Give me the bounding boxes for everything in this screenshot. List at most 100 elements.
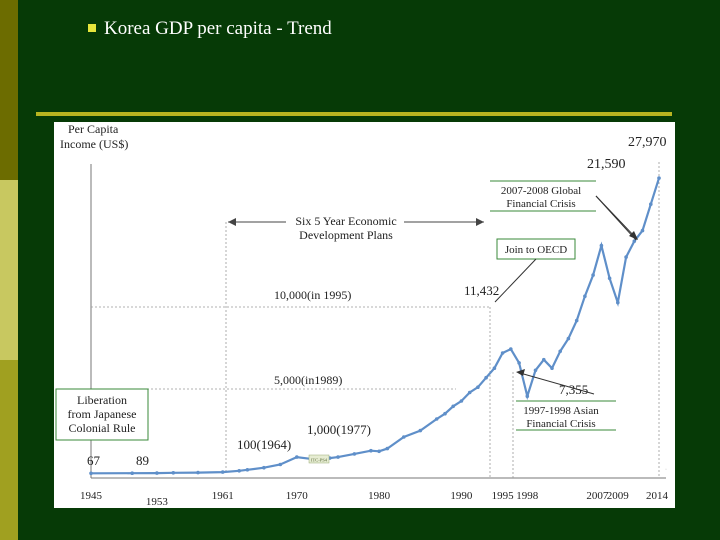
data-point-1975 xyxy=(336,455,340,459)
data-point-1985 xyxy=(418,428,423,433)
data-point-2010 xyxy=(624,255,628,259)
data-point-2002 xyxy=(558,349,562,354)
y-axis-label-line-2: Income (US$) xyxy=(60,137,128,151)
x-tick-1990: 1990 xyxy=(450,490,473,502)
data-point-1963 xyxy=(237,469,241,473)
data-point-1979 xyxy=(369,448,373,453)
liberation-line-3: Colonial Rule xyxy=(69,421,136,435)
ref-label-5000: 5,000(in1989) xyxy=(274,373,342,387)
accent-stripe-top xyxy=(0,0,18,180)
x-tick-1953: 1953 xyxy=(146,496,169,508)
data-point-1988 xyxy=(443,411,447,416)
data-point-2007 xyxy=(599,243,604,248)
oecd-label: Join to OECD xyxy=(505,244,567,256)
afc-arrowhead xyxy=(516,369,525,376)
x-tick-2007: 2007 xyxy=(586,490,609,502)
plans-span-arrowhead-left xyxy=(228,218,236,226)
plans-label-bg xyxy=(286,212,404,240)
data-point-1983 xyxy=(402,435,406,439)
data-point-1945 xyxy=(89,471,93,476)
data-point-1991 xyxy=(467,390,472,395)
value-label-1964: 100(1964) xyxy=(237,437,291,452)
x-tick-1961: 1961 xyxy=(212,490,234,502)
gdp-chart: Per Capita Income (US$) Six 5 Year Econo… xyxy=(54,122,675,508)
data-point-1989 xyxy=(451,404,456,409)
data-point-1961 xyxy=(220,470,225,474)
value-label-1945: 67 xyxy=(87,453,101,468)
ref-label-10000: 10,000(in 1995) xyxy=(274,288,351,302)
value-label-1953: 89 xyxy=(136,453,149,468)
slide-title-text: Korea GDP per capita - Trend xyxy=(104,18,332,39)
data-point-1953 xyxy=(155,471,159,475)
data-point-2012 xyxy=(640,228,645,233)
data-point-1990 xyxy=(459,399,464,403)
x-tick-1998: 1998 xyxy=(516,490,539,502)
data-point-1992 xyxy=(476,385,480,390)
data-point-1955 xyxy=(171,471,176,475)
afc-label-line-1: 1997-1998 Asian xyxy=(523,405,599,417)
data-point-1964 xyxy=(245,468,250,472)
data-point-2014 xyxy=(657,176,661,180)
plans-label-line-2: Development Plans xyxy=(299,228,393,242)
title-divider xyxy=(36,112,672,116)
data-point-2008 xyxy=(607,276,612,281)
bullet-icon xyxy=(88,23,96,32)
data-point-1981 xyxy=(385,446,390,451)
stamp-box xyxy=(308,454,330,464)
data-point-1980 xyxy=(377,449,381,454)
x-tick-2014: 2014 xyxy=(646,490,669,502)
liberation-line-1: Liberation xyxy=(77,393,127,407)
data-point-1993 xyxy=(484,375,488,380)
data-point-1968 xyxy=(278,462,283,467)
data-point-1966 xyxy=(262,465,266,470)
gdp-chart-svg: Per Capita Income (US$) Six 5 Year Econo… xyxy=(55,122,669,508)
x-tick-1995: 1995 xyxy=(492,490,514,502)
value-label-1977: 1,000(1977) xyxy=(307,422,371,437)
data-point-1977 xyxy=(352,452,357,456)
plans-span-arrowhead-right xyxy=(476,218,484,226)
accent-stripe-bottom xyxy=(0,360,18,540)
liberation-line-2: from Japanese xyxy=(68,407,137,421)
gdp-series-line xyxy=(90,177,661,475)
x-tick-labels: 1945 1953 1961 1970 1980 1990 1995 1998 20072009… xyxy=(80,490,669,508)
data-point-1998 xyxy=(525,394,530,399)
slide-title: Korea GDP per capita - Trend xyxy=(88,18,332,40)
data-point-1958 xyxy=(196,470,200,475)
stamp-text: ITC-PS4 xyxy=(311,458,328,463)
gdp-series-points xyxy=(89,176,661,476)
plans-label-line-1: Six 5 Year Economic xyxy=(295,214,396,228)
gfc-arrow-line xyxy=(595,195,637,241)
data-point-2004 xyxy=(574,318,579,323)
x-tick-2009: 2009 xyxy=(607,490,630,502)
value-label-2007: 21,590 xyxy=(587,157,626,172)
liberation-box xyxy=(55,388,149,441)
x-tick-1945: 1945 xyxy=(80,490,103,502)
accent-stripe-middle xyxy=(0,180,18,360)
data-point-2001 xyxy=(550,366,554,370)
gfc-label-line-1: 2007-2008 Global xyxy=(501,185,581,197)
right-edge-mark: · xyxy=(665,467,667,473)
data-point-1996 xyxy=(509,347,513,351)
data-point-2009 xyxy=(616,300,620,305)
afc-arrow-line xyxy=(519,372,595,395)
x-tick-1970: 1970 xyxy=(286,490,309,502)
data-point-1987 xyxy=(434,417,439,421)
data-point-1970 xyxy=(295,455,299,459)
data-point-1994 xyxy=(492,366,497,370)
value-label-1995: 11,432 xyxy=(464,283,499,298)
data-point-2003 xyxy=(566,336,571,341)
y-axis-label-line-1: Per Capita xyxy=(68,122,119,136)
afc-label-line-2: Financial Crisis xyxy=(526,418,595,430)
data-point-1950 xyxy=(130,471,134,476)
data-point-2005 xyxy=(583,294,587,298)
data-point-1999 xyxy=(533,368,538,373)
data-point-2006 xyxy=(591,273,595,277)
data-point-2013 xyxy=(649,202,653,206)
value-label-1998: 7,355 xyxy=(559,382,588,397)
data-point-1995 xyxy=(500,351,505,355)
data-point-1997 xyxy=(517,361,521,365)
data-point-2011 xyxy=(632,239,637,243)
oecd-pointer xyxy=(494,258,537,303)
value-label-2014: 27,970 xyxy=(628,135,667,150)
x-tick-1980: 1980 xyxy=(368,490,391,502)
